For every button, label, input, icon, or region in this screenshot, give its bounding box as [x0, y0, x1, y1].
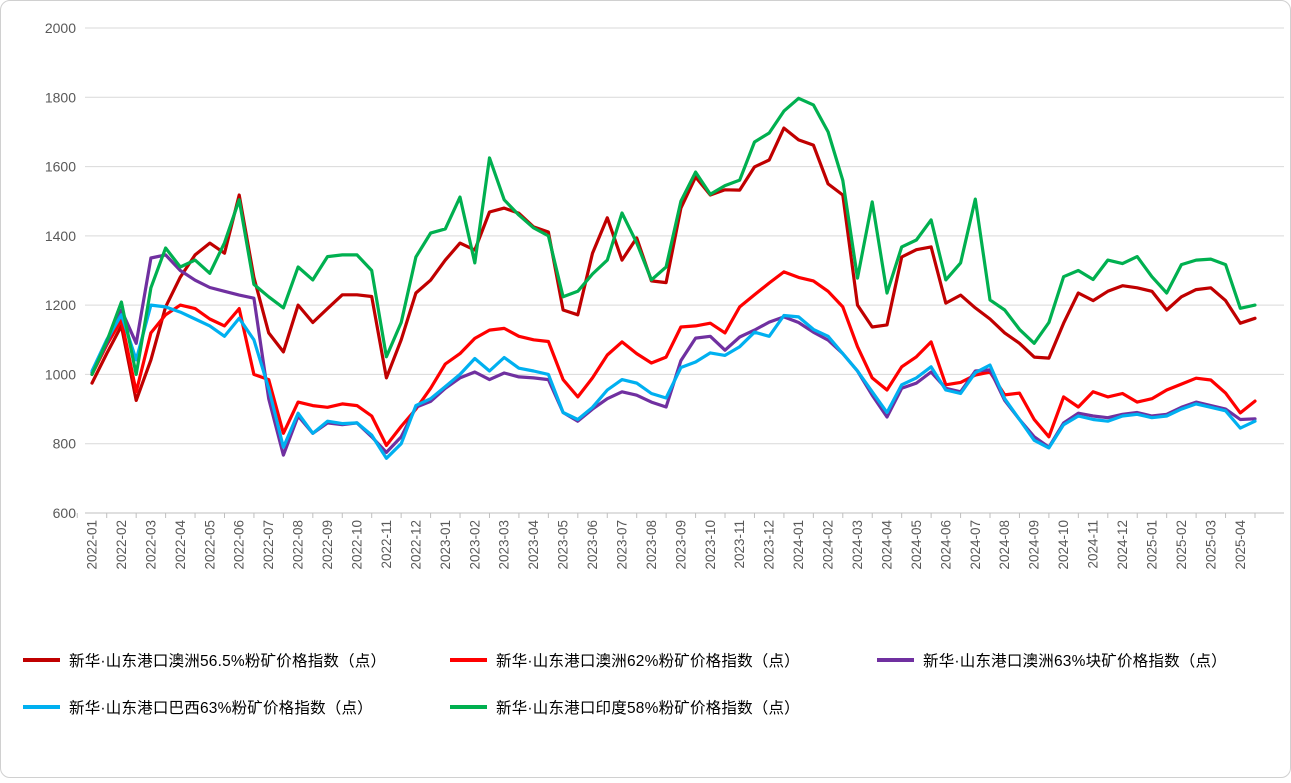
x-axis-label-2022-11: 2022-11 [379, 520, 394, 569]
x-axis-label-2024-08: 2024-08 [997, 520, 1012, 570]
x-axis-label-2024-09: 2024-09 [1027, 520, 1042, 570]
x-axis-label-2022-03: 2022-03 [143, 520, 158, 570]
x-axis-label-2022-10: 2022-10 [349, 520, 364, 570]
x-axis-label-2024-02: 2024-02 [821, 520, 836, 570]
legend-swatch-in58-fines [450, 705, 487, 709]
x-axis-label-2022-05: 2022-05 [202, 520, 217, 570]
x-axis-label-2024-05: 2024-05 [909, 520, 924, 570]
legend-label: 新华·山东港口巴西63%粉矿价格指数（点） [69, 700, 373, 717]
x-axis-label-2022-12: 2022-12 [408, 520, 423, 570]
legend-label: 新华·山东港口印度58%粉矿价格指数（点） [496, 700, 800, 717]
x-axis-label-2023-01: 2023-01 [438, 520, 453, 570]
x-axis-label-2022-07: 2022-07 [261, 520, 276, 570]
y-axis-label-1000: 1000 [45, 366, 76, 382]
series-line-in58-fines [90, 96, 1257, 376]
x-axis-label-2024-11: 2024-11 [1086, 520, 1101, 569]
legend-item-br63-fines: 新华·山东港口巴西63%粉矿价格指数（点） [23, 697, 373, 717]
x-axis-label-2022-02: 2022-02 [114, 520, 129, 570]
x-axis-label-2024-06: 2024-06 [938, 520, 953, 570]
x-axis-label-2023-02: 2023-02 [467, 520, 482, 570]
x-axis-label-2023-05: 2023-05 [556, 520, 571, 570]
x-axis-label-2022-04: 2022-04 [173, 520, 188, 570]
x-axis-label-2023-10: 2023-10 [703, 520, 718, 570]
y-axis-label-600: 600 [53, 505, 77, 521]
series-line-au565-fines [90, 126, 1257, 402]
legend-swatch-au62-fines [450, 658, 487, 662]
y-axis-label-1800: 1800 [45, 89, 76, 105]
legend-item-au565-fines: 新华·山东港口澳洲56.5%粉矿价格指数（点） [23, 650, 386, 670]
x-axis-label-2024-10: 2024-10 [1056, 520, 1071, 570]
x-axis-label-2024-12: 2024-12 [1115, 520, 1130, 570]
x-axis-label-2022-06: 2022-06 [232, 520, 247, 570]
x-axis-label-2023-03: 2023-03 [497, 520, 512, 570]
series-line-au63-lump [90, 253, 1257, 457]
x-axis-label-2025-04: 2025-04 [1233, 520, 1248, 570]
x-axis-label-2023-08: 2023-08 [644, 520, 659, 570]
x-axis-label-2024-03: 2024-03 [850, 520, 865, 570]
x-axis-label-2022-01: 2022-01 [85, 520, 100, 570]
x-axis-label-2023-06: 2023-06 [585, 520, 600, 570]
y-axis-label-1600: 1600 [45, 159, 76, 175]
x-axis-label-2023-11: 2023-11 [732, 520, 747, 569]
x-axis-label-2024-01: 2024-01 [791, 520, 806, 570]
y-axis-label-1200: 1200 [45, 297, 76, 313]
legend-item-au63-lump: 新华·山东港口澳洲63%块矿价格指数（点） [877, 650, 1227, 670]
x-axis-label-2022-09: 2022-09 [320, 520, 335, 570]
legend-swatch-br63-fines [23, 705, 60, 709]
x-axis-label-2023-07: 2023-07 [614, 520, 629, 570]
series-line-br63-fines [90, 303, 1257, 460]
y-axis-label-1400: 1400 [45, 228, 76, 244]
x-axis-label-2024-07: 2024-07 [968, 520, 983, 570]
legend-label: 新华·山东港口澳洲62%粉矿价格指数（点） [496, 653, 800, 670]
x-axis-label-2025-01: 2025-01 [1144, 520, 1159, 570]
y-axis-label-2000: 2000 [45, 20, 76, 36]
series-line-au62-fines [90, 270, 1257, 447]
legend-item-in58-fines: 新华·山东港口印度58%粉矿价格指数（点） [450, 697, 800, 717]
x-axis-label-2023-09: 2023-09 [673, 520, 688, 570]
x-axis-label-2023-12: 2023-12 [762, 520, 777, 570]
y-axis-label-800: 800 [53, 436, 77, 452]
legend-label: 新华·山东港口澳洲56.5%粉矿价格指数（点） [69, 653, 387, 670]
legend-swatch-au63-lump [877, 658, 914, 662]
x-axis-label-2023-04: 2023-04 [526, 520, 541, 570]
x-axis-label-2024-04: 2024-04 [879, 520, 894, 570]
legend-swatch-au565-fines [23, 658, 60, 662]
x-axis-label-2025-02: 2025-02 [1174, 520, 1189, 570]
x-axis-label-2025-03: 2025-03 [1203, 520, 1218, 570]
legend-item-au62-fines: 新华·山东港口澳洲62%粉矿价格指数（点） [450, 650, 800, 670]
legend-label: 新华·山东港口澳洲63%块矿价格指数（点） [923, 653, 1227, 670]
x-axis-label-2022-08: 2022-08 [291, 520, 306, 570]
